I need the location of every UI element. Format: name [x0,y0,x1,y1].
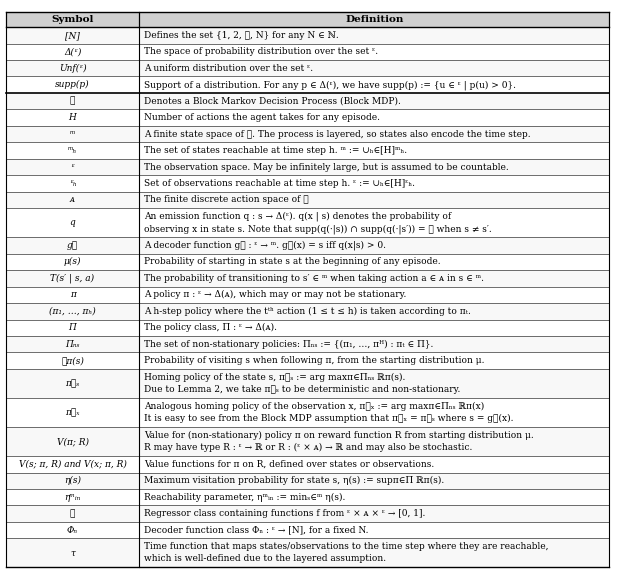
Bar [6,353,609,369]
Bar [6,336,609,353]
Text: π⋆ₛ: π⋆ₛ [65,379,79,388]
Text: Denotes a Block Markov Decision Process (Block MDP).: Denotes a Block Markov Decision Process … [144,97,401,105]
Bar [6,109,609,126]
Bar [6,237,609,254]
Bar [6,522,609,538]
Bar [6,369,609,398]
Bar [6,43,609,60]
Text: Analogous homing policy of the observation x, π⋆ₓ := arg maxπ∈Πₙₛ ℝπ(x)
It is ea: Analogous homing policy of the observati… [144,402,513,423]
Text: A uniform distribution over the set ᵋ.: A uniform distribution over the set ᵋ. [144,64,313,73]
Bar [6,456,609,472]
Text: Value for (non-stationary) policy π on reward function R from starting distribut: Value for (non-stationary) policy π on r… [144,431,534,452]
Text: ηᵐᵢₙ: ηᵐᵢₙ [65,493,81,502]
Text: Probability of visiting s when following π, from the starting distribution μ.: Probability of visiting s when following… [144,356,484,365]
Text: Πₙₛ: Πₙₛ [65,340,80,349]
Text: π⋆ₓ: π⋆ₓ [65,408,80,417]
Text: A finite state space of ℳ. The process is layered, so states also encode the tim: A finite state space of ℳ. The process i… [144,130,531,138]
Text: π: π [70,290,76,299]
Text: ℳ: ℳ [70,97,76,105]
Text: Φₙ: Φₙ [67,526,78,534]
Text: Probability of starting in state s at the beginning of any episode.: Probability of starting in state s at th… [144,258,440,266]
Bar [6,489,609,505]
Text: Δ(ᵋ): Δ(ᵋ) [64,47,81,56]
Bar [6,175,609,192]
Bar [6,142,609,159]
Text: Reachability parameter, ηᵐᵢₙ := minₛ∈ᵐ η(s).: Reachability parameter, ηᵐᵢₙ := minₛ∈ᵐ η… [144,493,345,502]
Text: The probability of transitioning to s′ ∈ ᵐ when taking action a ∈ ᴀ in s ∈ ᵐ.: The probability of transitioning to s′ ∈… [144,274,484,283]
Text: ᵐₕ: ᵐₕ [68,146,77,155]
Bar [6,254,609,270]
Text: The set of states reachable at time step h. ᵐ := ∪ₕ∈[H]ᵐₕ.: The set of states reachable at time step… [144,146,407,155]
Text: Value functions for π on R, defined over states or observations.: Value functions for π on R, defined over… [144,460,434,469]
Text: A h-step policy where the tᵗʰ action (1 ≤ t ≤ h) is taken according to πₜ.: A h-step policy where the tᵗʰ action (1 … [144,307,470,316]
Bar [6,505,609,522]
Text: The policy class, Π : ᵋ → Δ(ᴀ).: The policy class, Π : ᵋ → Δ(ᴀ). [144,323,277,332]
Bar [6,208,609,237]
Bar [6,398,609,427]
Text: Maximum visitation probability for state s, η(s) := supπ∈Π ℝπ(s).: Maximum visitation probability for state… [144,476,444,485]
Text: ᵋₕ: ᵋₕ [68,179,76,188]
Text: The observation space. May be infinitely large, but is assumed to be countable.: The observation space. May be infinitely… [144,163,509,171]
Text: V(π; R): V(π; R) [56,437,88,446]
Bar [6,27,609,43]
Text: [N]: [N] [65,31,80,40]
Text: Decoder function class Φₙ : ᵋ → [N], for a fixed N.: Decoder function class Φₙ : ᵋ → [N], for… [144,526,368,534]
Bar [6,270,609,287]
Bar [6,60,609,76]
Text: Homing policy of the state s, π⋆ₛ := arg maxπ∈Πₙₛ ℝπ(s).
Due to Lemma 2, we take: Homing policy of the state s, π⋆ₛ := arg… [144,373,460,394]
Bar [6,287,609,303]
Bar [6,538,609,567]
Text: ᴀ: ᴀ [70,196,75,204]
Bar [6,93,609,109]
Bar [6,192,609,208]
Text: A policy π : ᵋ → Δ(ᴀ), which may or may not be stationary.: A policy π : ᵋ → Δ(ᴀ), which may or may … [144,290,406,299]
Text: The space of probability distribution over the set ᵋ.: The space of probability distribution ov… [144,47,378,56]
Text: Symbol: Symbol [51,15,93,24]
Bar [6,12,609,27]
Text: ℝπ(s): ℝπ(s) [61,356,84,365]
Text: An emission function q : s → Δ(ᵋ). q(x | s) denotes the probability of
observing: An emission function q : s → Δ(ᵋ). q(x |… [144,212,492,234]
Text: g⋆: g⋆ [67,241,78,250]
Bar [6,159,609,175]
Bar [6,126,609,142]
Text: Definition: Definition [345,15,403,24]
Bar [6,427,609,456]
Text: Π: Π [68,323,76,332]
Bar [6,76,609,93]
Text: H: H [68,113,76,122]
Text: ℱ: ℱ [70,509,76,518]
Text: T(s′ | s, a): T(s′ | s, a) [51,273,95,283]
Text: V(s; π, R) and V(x; π, R): V(s; π, R) and V(x; π, R) [19,460,127,469]
Text: Regressor class containing functions f from ᵋ × ᴀ × ᵋ → [0, 1].: Regressor class containing functions f f… [144,509,425,518]
Text: η(s): η(s) [64,476,81,485]
Text: Time function that maps states/observations to the time step where they are reac: Time function that maps states/observati… [144,543,548,563]
Text: ᵐ: ᵐ [70,130,76,138]
Text: μ(s): μ(s) [64,257,81,266]
Text: Unf(ᵋ): Unf(ᵋ) [59,64,86,73]
Text: q: q [70,218,76,227]
Text: Set of observations reachable at time step h. ᵋ := ∪ₕ∈[H]ᵋₕ.: Set of observations reachable at time st… [144,179,415,188]
Text: The finite discrete action space of ℳ: The finite discrete action space of ℳ [144,196,308,204]
Text: Defines the set {1, 2, ⋯, N} for any N ∈ ℕ.: Defines the set {1, 2, ⋯, N} for any N ∈… [144,31,339,40]
Bar [6,472,609,489]
Text: A decoder function g⋆ : ᵋ → ᵐ. g⋆(x) = s iff q(x|s) > 0.: A decoder function g⋆ : ᵋ → ᵐ. g⋆(x) = s… [144,241,386,250]
Text: ᵋ: ᵋ [70,163,74,171]
Text: Support of a distribution. For any p ∈ Δ(ᵋ), we have supp(p) := {u ∈ ᵋ | p(u) > : Support of a distribution. For any p ∈ Δ… [144,80,516,90]
Text: Number of actions the agent takes for any episode.: Number of actions the agent takes for an… [144,113,380,122]
Text: τ: τ [70,548,75,558]
Text: supp(p): supp(p) [55,80,90,89]
Text: (π₁, …, πₕ): (π₁, …, πₕ) [49,307,96,316]
Bar [6,303,609,320]
Text: The set of non-stationary policies: Πₙₛ := {(π₁, …, πᴴ) : πₜ ∈ Π}.: The set of non-stationary policies: Πₙₛ … [144,340,433,349]
Bar [6,320,609,336]
